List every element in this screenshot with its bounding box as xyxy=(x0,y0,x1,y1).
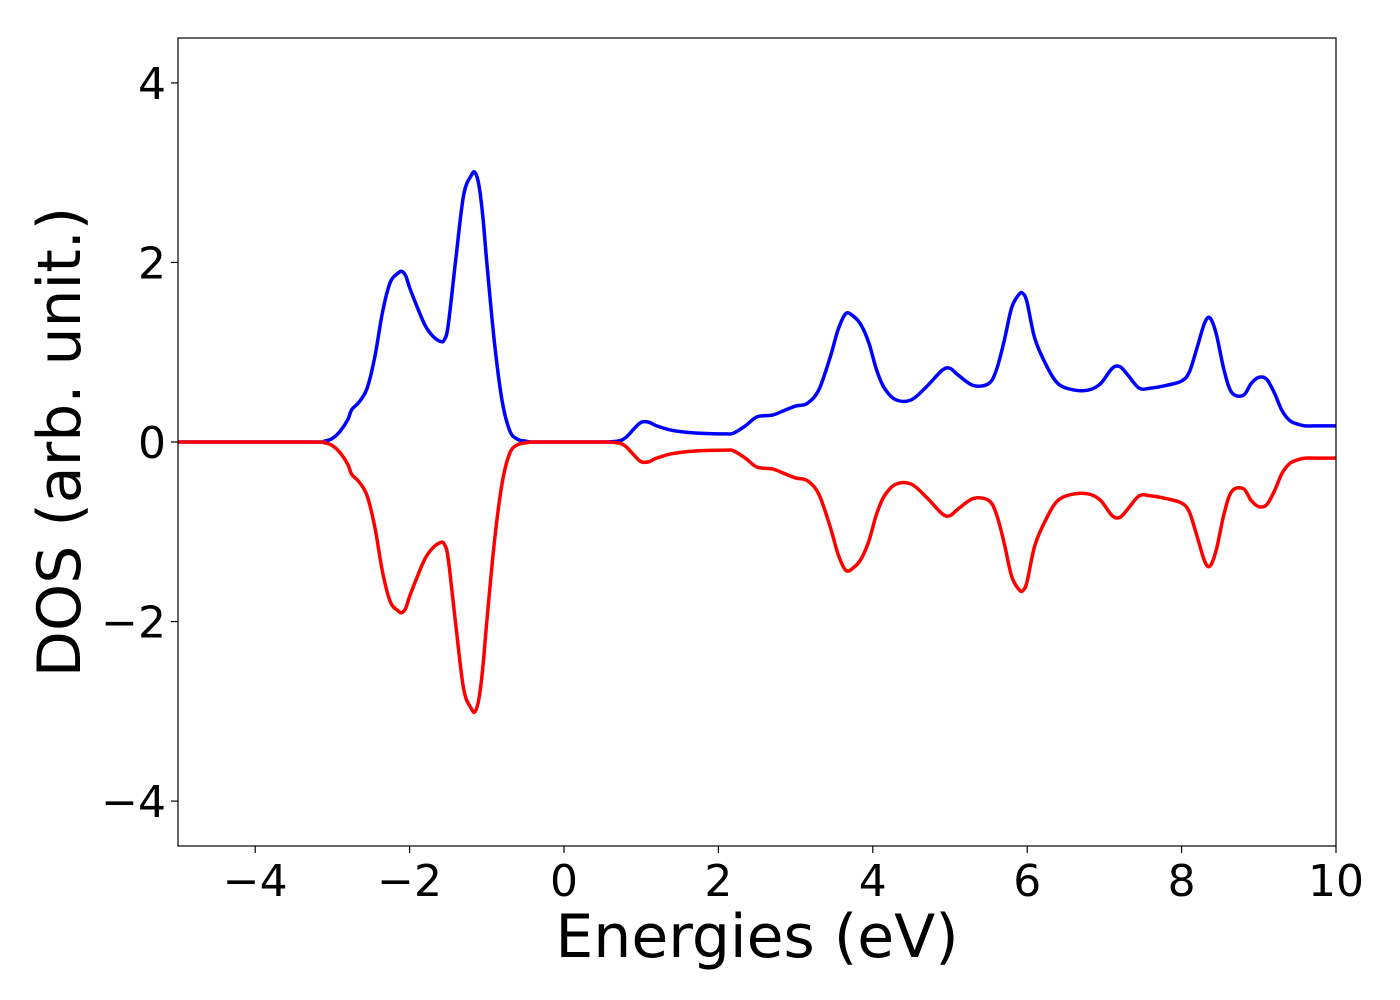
x-axis-ticks: −4 −2 0 2 4 6 8 10 xyxy=(223,846,1364,907)
dos-line-red xyxy=(177,440,1336,714)
y-tick-label: 4 xyxy=(138,59,166,110)
x-tick-label: 4 xyxy=(859,856,887,907)
dos-line-blue xyxy=(177,170,1336,444)
series-layer xyxy=(177,170,1336,714)
x-tick-label: −4 xyxy=(223,856,288,907)
x-axis-title: Energies (eV) xyxy=(555,902,958,972)
y-tick-label: −2 xyxy=(101,598,166,649)
y-axis-title: DOS (arb. unit.) xyxy=(25,207,95,677)
y-tick-label: −4 xyxy=(101,777,166,828)
x-tick-label: −2 xyxy=(377,856,442,907)
x-tick-label: 6 xyxy=(1013,856,1041,907)
x-tick-label: 10 xyxy=(1308,856,1364,907)
x-tick-label: 0 xyxy=(550,856,578,907)
y-tick-label: 2 xyxy=(138,238,166,289)
y-tick-label: 0 xyxy=(138,418,166,469)
x-tick-label: 8 xyxy=(1168,856,1196,907)
x-tick-label: 2 xyxy=(704,856,732,907)
y-axis-ticks: −4 −2 0 2 4 xyxy=(101,59,178,828)
